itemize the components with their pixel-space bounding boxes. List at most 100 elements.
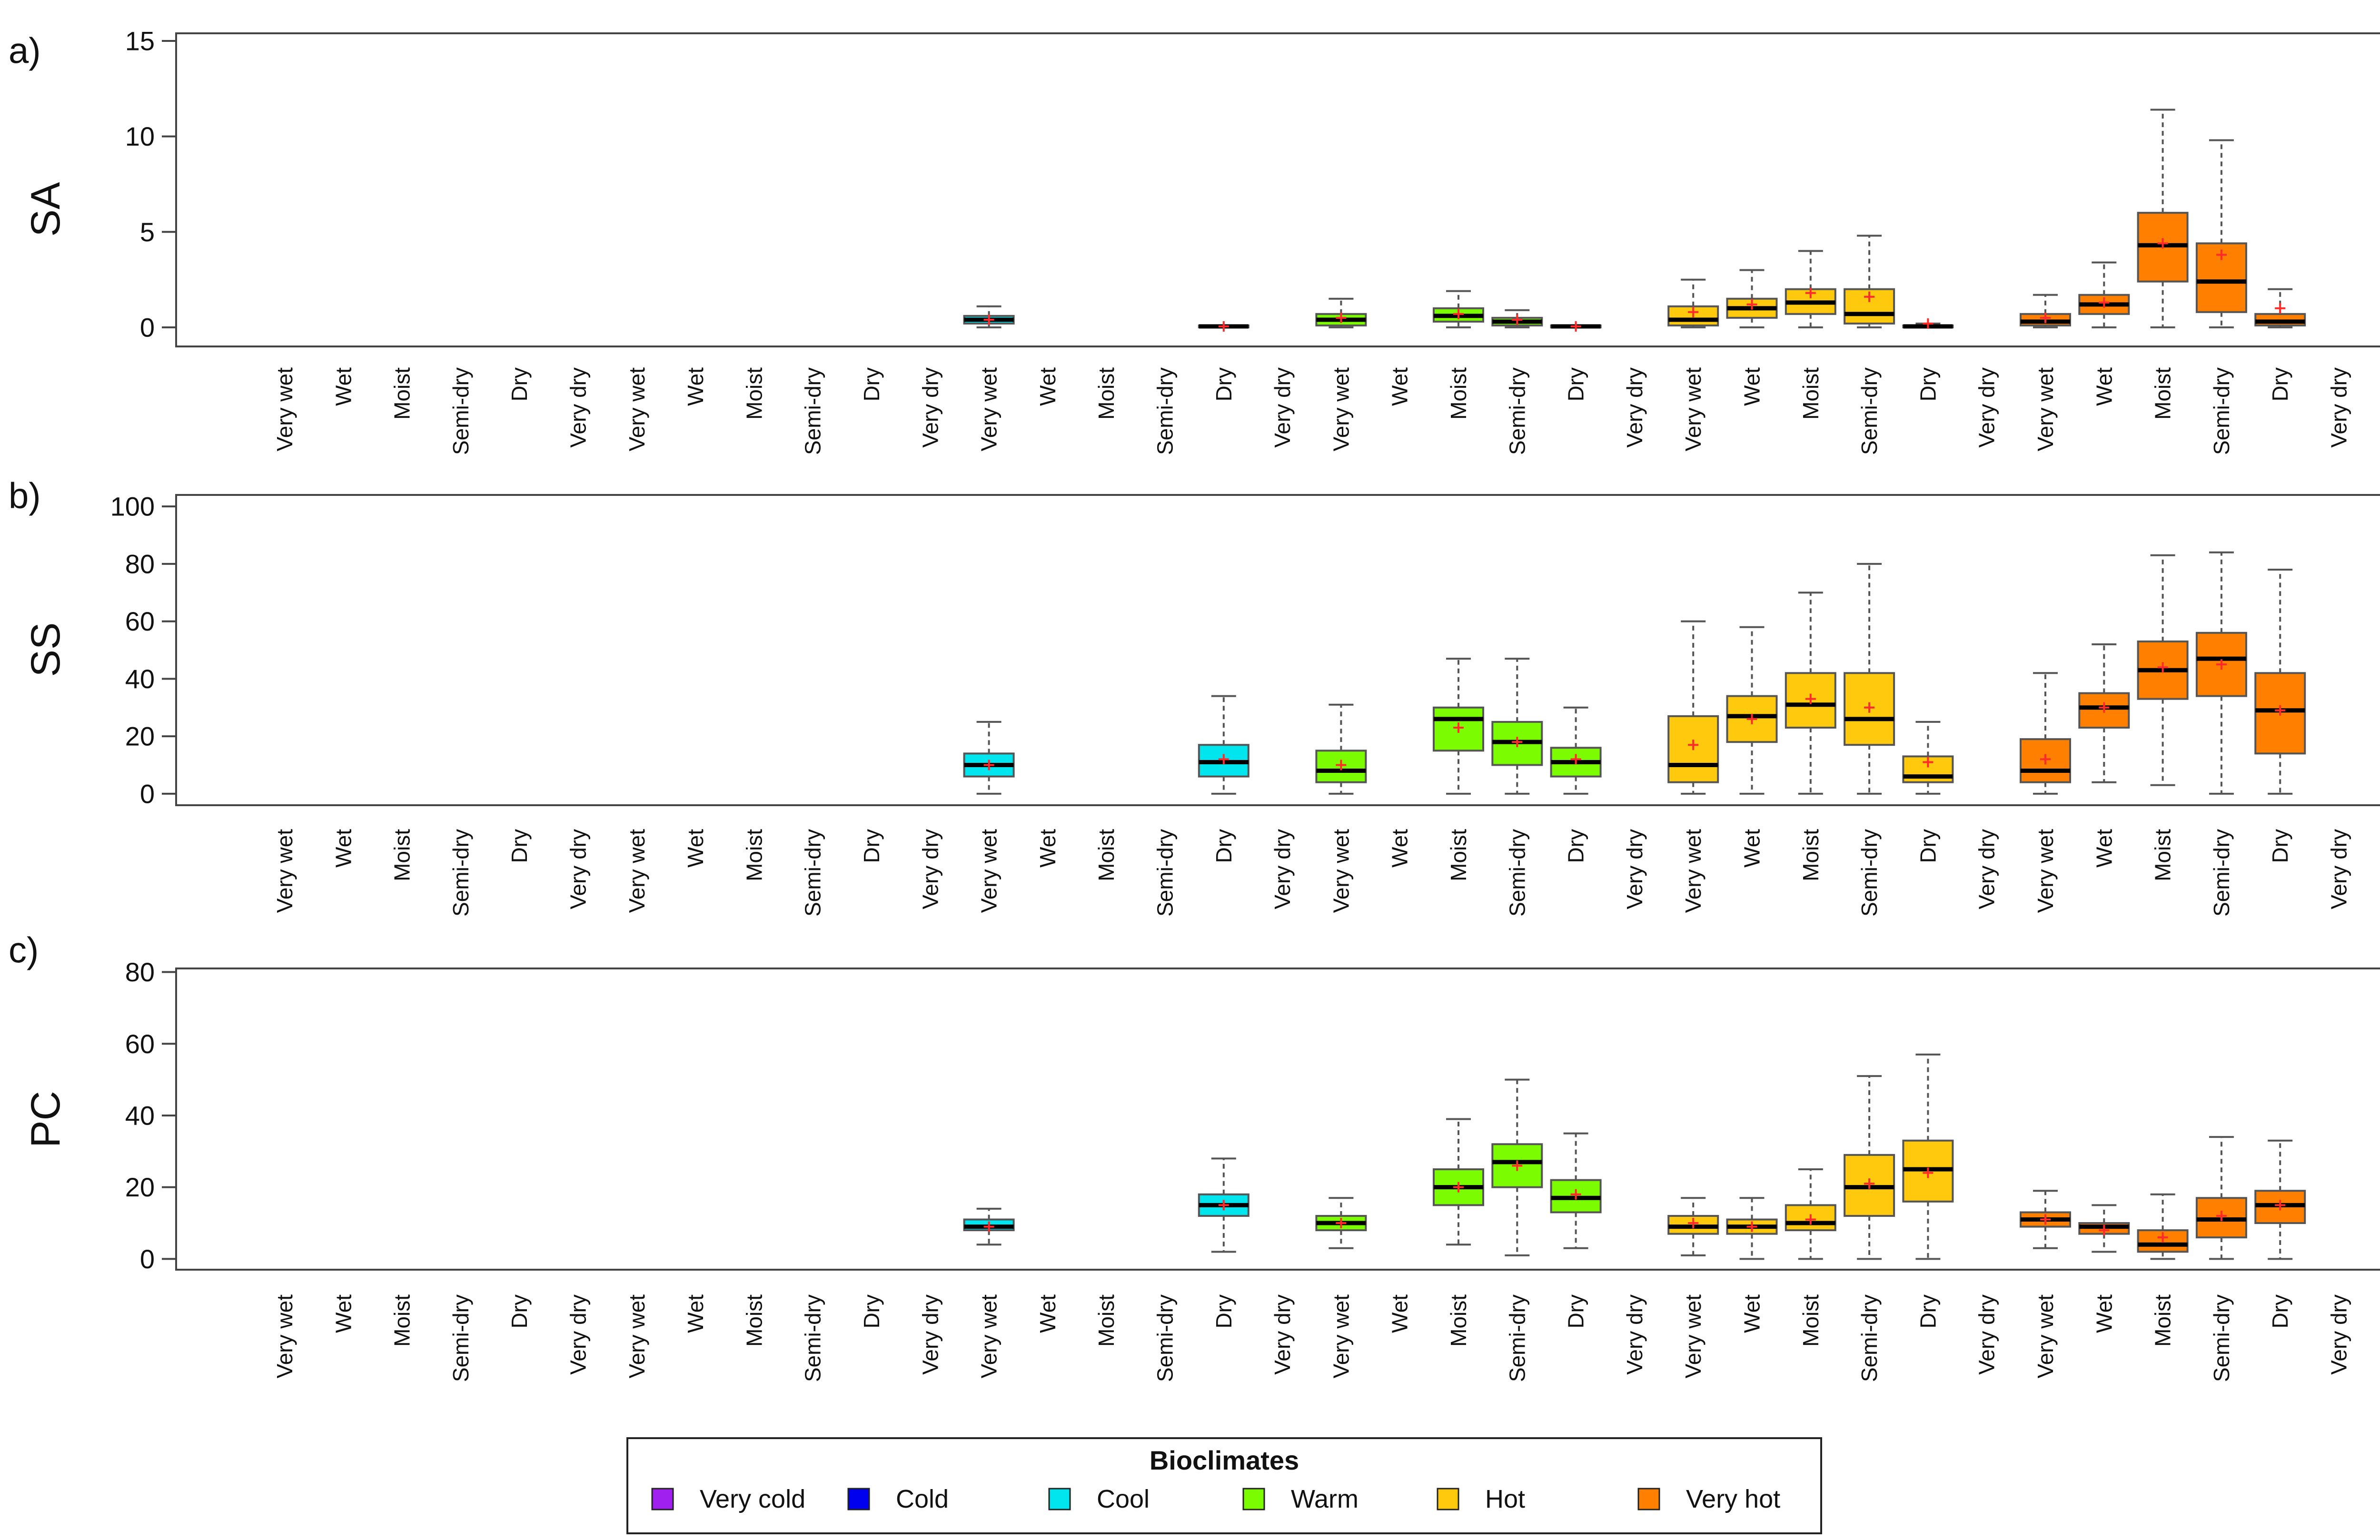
x-tick-label: Moist bbox=[390, 1294, 415, 1347]
box-warm bbox=[1315, 297, 1367, 328]
x-tick-label: Moist bbox=[1094, 1294, 1119, 1347]
y-axis-label: SA bbox=[23, 182, 69, 237]
x-tick-label: Semi-dry bbox=[2209, 829, 2234, 917]
panel-pc: c) PC 0 20 40 60 80 Very wet Wet Moist Semi-dry Dry… bbox=[9, 930, 2380, 1382]
box-warm bbox=[1433, 658, 1484, 795]
x-tick-label: Semi-dry bbox=[801, 829, 825, 917]
legend-swatch bbox=[651, 1488, 674, 1510]
y-tick-label: 20 bbox=[125, 1172, 155, 1202]
mean-marker bbox=[1864, 291, 1875, 302]
x-tick-label: Wet bbox=[2092, 1294, 2116, 1333]
box-hot bbox=[1785, 250, 1836, 328]
y-tick-label: 0 bbox=[140, 779, 155, 809]
x-tick-label: Semi-dry bbox=[2209, 1294, 2234, 1382]
x-tick-label: Wet bbox=[1740, 829, 1765, 868]
x-tick-label: Very wet bbox=[272, 367, 297, 452]
mean-marker bbox=[1805, 693, 1816, 704]
box-hot bbox=[1902, 721, 1954, 795]
y-axis-label: PC bbox=[23, 1091, 69, 1147]
x-tick-label: Moist bbox=[1446, 829, 1471, 881]
box-very-hot bbox=[2137, 109, 2189, 328]
x-tick-label: Very wet bbox=[2033, 367, 2058, 452]
mean-marker bbox=[983, 1221, 994, 1232]
box-warm bbox=[1550, 1132, 1602, 1249]
x-tick-label: Wet bbox=[1388, 367, 1412, 406]
panel-frame bbox=[175, 494, 2380, 806]
mean-marker bbox=[1746, 1221, 1757, 1232]
mean-marker bbox=[1805, 287, 1816, 298]
x-tick-label: Very dry bbox=[2327, 829, 2351, 909]
mean-marker bbox=[1336, 1218, 1347, 1229]
mean-marker bbox=[2157, 238, 2168, 249]
box-warm bbox=[1550, 321, 1602, 332]
legend-label: Very hot bbox=[1686, 1485, 1780, 1513]
legend-items: Very cold Cold Cool Warm Hot Very hot bbox=[651, 1485, 1780, 1513]
mean-marker bbox=[1746, 299, 1757, 310]
y-tick-label: 80 bbox=[125, 957, 155, 987]
mean-marker bbox=[1864, 1178, 1875, 1189]
mean-marker bbox=[2275, 1200, 2286, 1211]
x-tick-label: Dry bbox=[859, 1294, 884, 1329]
x-tick-label: Dry bbox=[1211, 367, 1236, 402]
y-tick-label: 15 bbox=[125, 26, 155, 56]
x-tick-label: Dry bbox=[859, 367, 884, 402]
box-cool bbox=[963, 305, 1015, 328]
box-warm bbox=[1433, 1118, 1484, 1246]
box-warm bbox=[1491, 309, 1543, 328]
box-hot bbox=[1844, 1075, 1895, 1260]
mean-marker bbox=[983, 760, 994, 770]
mean-marker bbox=[2099, 702, 2110, 713]
mean-marker bbox=[2216, 659, 2227, 670]
mean-marker bbox=[2275, 303, 2286, 314]
mean-marker bbox=[2099, 1225, 2110, 1236]
mean-marker bbox=[1923, 757, 1934, 768]
x-tick-label: Moist bbox=[1094, 367, 1119, 420]
mean-marker bbox=[1688, 1218, 1699, 1229]
box-very-hot bbox=[2254, 568, 2306, 795]
x-tick-label: Very wet bbox=[2033, 1294, 2058, 1379]
legend-swatch bbox=[1048, 1488, 1071, 1510]
x-tick-label: Very dry bbox=[918, 367, 942, 448]
legend-item-hot: Hot bbox=[1437, 1485, 1525, 1513]
x-tick-label: Moist bbox=[1446, 1294, 1471, 1347]
x-tick-label: Very dry bbox=[1270, 367, 1295, 448]
x-tick-label: Moist bbox=[2151, 829, 2175, 881]
x-tick-label: Very dry bbox=[2327, 367, 2351, 448]
box-warm bbox=[1491, 1078, 1543, 1256]
x-tick-label: Wet bbox=[2092, 829, 2116, 868]
x-tick-label: Dry bbox=[1564, 829, 1588, 863]
legend-label: Cool bbox=[1097, 1485, 1150, 1513]
x-tick-label: Dry bbox=[1211, 829, 1236, 863]
mean-marker bbox=[2040, 312, 2051, 323]
panel-label: b) bbox=[9, 475, 41, 516]
mean-marker bbox=[2275, 705, 2286, 716]
mean-marker bbox=[1512, 314, 1523, 325]
legend-item-warm: Warm bbox=[1242, 1485, 1359, 1513]
x-tick-label: Semi-dry bbox=[448, 367, 473, 455]
x-tick-label: Dry bbox=[1564, 1294, 1588, 1329]
x-tick-label: Very wet bbox=[625, 1294, 649, 1379]
y-tick-label: 100 bbox=[110, 492, 155, 522]
x-tick-label: Very dry bbox=[918, 829, 942, 909]
x-tick-label: Very dry bbox=[2327, 1294, 2351, 1375]
x-tick-label: Semi-dry bbox=[801, 1294, 825, 1382]
mean-marker bbox=[1805, 1214, 1816, 1225]
legend-item-very-cold: Very cold bbox=[651, 1485, 805, 1513]
x-tick-label: Very dry bbox=[1974, 367, 1999, 448]
x-tick-label: Dry bbox=[2268, 1294, 2292, 1329]
x-tick-label: Semi-dry bbox=[1857, 829, 1882, 917]
x-tick-label: Very wet bbox=[1681, 1294, 1706, 1379]
box-hot bbox=[1726, 269, 1778, 328]
x-tick-label: Very dry bbox=[566, 367, 591, 448]
y-tick-label: 5 bbox=[140, 217, 155, 247]
box-very-hot bbox=[2195, 139, 2247, 328]
legend-label: Hot bbox=[1485, 1485, 1525, 1513]
x-tick-label: Dry bbox=[2268, 829, 2292, 863]
x-tick-label: Dry bbox=[1915, 829, 1940, 863]
box-very-hot bbox=[2020, 672, 2071, 795]
x-tick-label: Moist bbox=[1798, 367, 1823, 420]
mean-marker bbox=[1570, 1189, 1581, 1200]
box-hot bbox=[1726, 626, 1778, 795]
box-warm bbox=[1315, 703, 1367, 795]
